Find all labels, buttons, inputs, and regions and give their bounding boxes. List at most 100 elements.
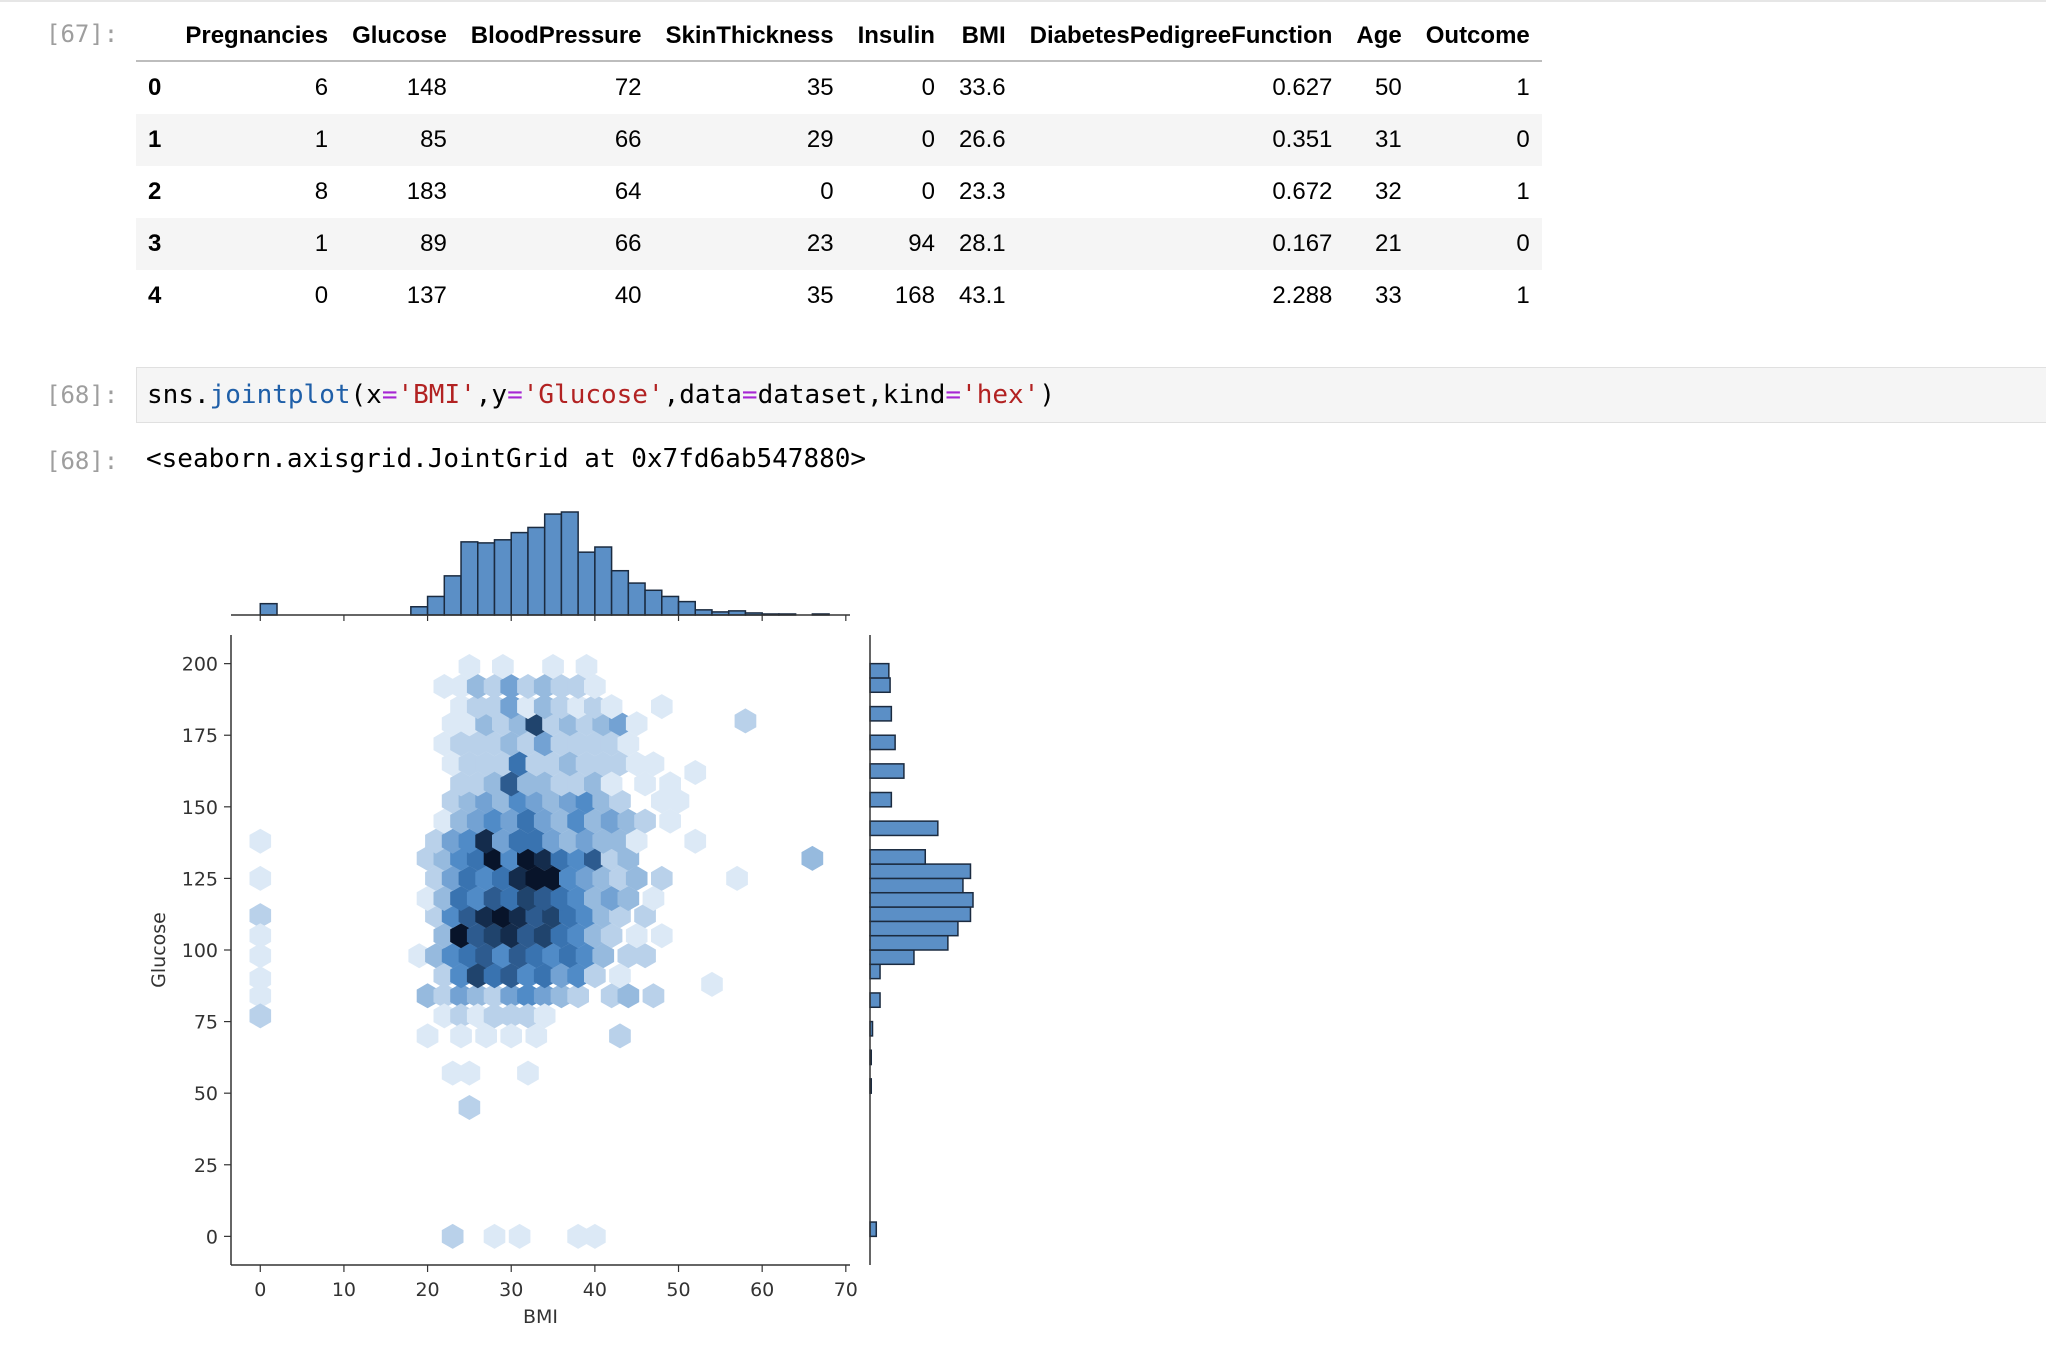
right-hist-bar xyxy=(869,791,893,808)
hexbin-cell xyxy=(517,845,539,871)
hexbin-cell xyxy=(567,808,589,834)
hexbin-cell xyxy=(466,808,489,834)
hexbin-cell xyxy=(567,1223,589,1249)
hexbin-cell xyxy=(483,674,506,699)
hexbin-cell xyxy=(584,1223,606,1249)
hexbin-cell xyxy=(651,865,673,891)
hexbin-cell xyxy=(466,923,489,949)
right-hist-bar xyxy=(869,705,893,722)
table-cell: 0 xyxy=(314,282,329,309)
hexbin-cell xyxy=(508,751,531,777)
hexbin-cell xyxy=(466,1003,489,1029)
column-header: Insulin xyxy=(845,12,947,62)
hexbin-cell xyxy=(600,808,623,834)
hexbin-cell xyxy=(466,886,489,911)
hexbin-cell xyxy=(500,731,522,757)
hexbin-cell xyxy=(567,674,589,699)
hexbin-cell xyxy=(617,845,640,871)
hexbin-cell xyxy=(567,923,589,949)
code-token: 'Glucose' xyxy=(522,380,664,410)
table-row: 1 1 85 66 29 0 26.6 0.351 31 0 xyxy=(136,114,1542,166)
hexbin-cell xyxy=(500,845,522,871)
hexbin-cell xyxy=(533,771,556,797)
table-cell: 66 xyxy=(614,126,642,153)
right-hist-bar xyxy=(869,677,891,694)
hexbin-cell xyxy=(592,943,615,969)
hexbin-cell xyxy=(450,923,472,949)
hexbin-cell xyxy=(458,1095,481,1120)
row-index: 1 xyxy=(148,126,162,153)
hexbin-cell xyxy=(584,694,606,720)
hexbin-cell xyxy=(517,1060,539,1086)
hexbin-cell xyxy=(500,674,522,699)
table-row: 0 6 148 72 35 0 33.6 0.627 50 1 xyxy=(136,61,1542,114)
hexbin-cell xyxy=(517,674,539,699)
right-hist-bar xyxy=(869,820,939,837)
right-hist-bar xyxy=(869,920,959,937)
hexbin-cell xyxy=(575,865,598,891)
hexbin-cell xyxy=(542,903,564,929)
hexbin-cell xyxy=(584,886,606,911)
hexbin-cell xyxy=(450,771,472,797)
hexbin-cell xyxy=(475,1023,497,1049)
hexbin-cell xyxy=(249,1003,272,1029)
table-cell: 26.6 xyxy=(958,126,1006,153)
hexbin-cell xyxy=(450,1023,472,1049)
hexbin-cell xyxy=(466,731,489,757)
hexbin-cell xyxy=(609,903,631,929)
hexbin-cell xyxy=(533,886,556,911)
hexbin-cell xyxy=(249,983,272,1009)
top-hist-bar xyxy=(493,539,512,616)
table-cell: 0 xyxy=(1516,126,1530,153)
table-row: 3 1 89 66 23 94 28.1 0.167 21 0 xyxy=(136,218,1542,270)
hexbin-cell xyxy=(483,694,506,720)
hexbin-cell xyxy=(584,674,606,699)
hexbin-cell xyxy=(500,1023,522,1049)
hexbin-cell xyxy=(550,674,573,699)
hexbin-cell xyxy=(466,963,489,989)
hexbin-cell xyxy=(533,923,556,949)
right-hist-bar xyxy=(869,992,881,1009)
hexbin-cell xyxy=(634,943,656,969)
hexbin-cell xyxy=(517,886,539,911)
hexbin-cell xyxy=(667,788,690,814)
top-hist-bar xyxy=(259,602,278,616)
hexbin-cell xyxy=(617,886,640,911)
code-token: ) xyxy=(1039,380,1055,410)
hexbin-cell xyxy=(441,828,464,854)
hexbin-cell xyxy=(441,865,464,891)
hexbin-cell xyxy=(550,963,573,989)
hexbin-cell xyxy=(567,694,589,720)
hexbin-cell xyxy=(517,694,539,720)
hexbin-cell xyxy=(433,674,456,699)
hexbin-cell xyxy=(517,963,539,989)
table-cell: 50 xyxy=(1375,74,1402,101)
hexbin-cell xyxy=(508,828,531,854)
hexbin-cell xyxy=(466,674,489,699)
table-cell: 1 xyxy=(314,230,329,257)
table-cell: 1 xyxy=(314,126,329,153)
hexbin-cell xyxy=(500,694,522,720)
hexbin-cell xyxy=(483,731,506,757)
table-cell: 28.1 xyxy=(958,230,1006,257)
top-hist-bar xyxy=(627,582,646,616)
top-hist-bar xyxy=(677,600,696,616)
hexbin-cell xyxy=(617,808,640,834)
x-tick-label: 20 xyxy=(415,1279,439,1301)
table-cell: 0.351 xyxy=(1272,126,1333,153)
output-cell-prompt: [68]: xyxy=(46,447,119,475)
hexbin-cell xyxy=(475,788,497,814)
hexbin-cell xyxy=(559,943,581,969)
hexbin-cell xyxy=(609,1023,631,1049)
hexbin-cell xyxy=(475,943,497,969)
hexbin-cell xyxy=(416,1023,439,1049)
hexbin-cell xyxy=(450,845,472,871)
row-index: 0 xyxy=(148,74,162,101)
right-hist-bar xyxy=(869,934,949,951)
hexbin-cell xyxy=(249,943,272,969)
hexbin-cell xyxy=(575,751,598,777)
hexbin-cell xyxy=(458,943,481,969)
code-editor[interactable]: sns.jointplot(x='BMI',y='Glucose',data=d… xyxy=(136,367,2046,423)
hexbin-cell xyxy=(500,923,522,949)
hexbin-cell xyxy=(525,1023,548,1049)
